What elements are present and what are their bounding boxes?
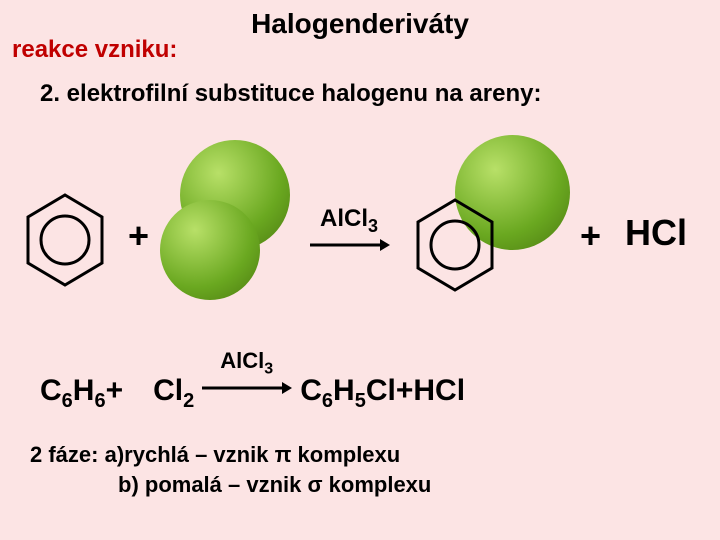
reaction-diagram-1: + AlCl3 + HCl	[20, 150, 700, 330]
cl2-molecule	[160, 140, 280, 280]
section-heading: 2. elektrofilní substituce halogenu na a…	[40, 80, 541, 108]
catalyst-label-2: AlCl3	[220, 348, 273, 378]
chlorobenzene-molecule	[410, 140, 530, 280]
catalyst-label-1: AlCl3	[320, 205, 378, 237]
cl2: Cl2	[153, 374, 194, 413]
c6h6: C6H6	[40, 374, 106, 413]
plus-1: +	[128, 215, 149, 257]
hcl-product-2: HCl	[413, 374, 465, 408]
subtitle: reakce vzniku:	[12, 36, 177, 64]
reaction-equation-2: C6H6 + Cl2 AlCl3 C6H5Cl + HCl	[40, 370, 680, 420]
phases-text: 2 fáze: a)rychlá – vznik π komplexu b) p…	[30, 440, 431, 499]
benzene-reactant	[20, 190, 110, 290]
hcl-product-1: HCl	[625, 212, 687, 254]
plus-2: +	[580, 215, 601, 257]
reaction-arrow-2: AlCl3	[202, 370, 292, 400]
page-title: Halogenderiváty	[251, 8, 469, 40]
op-plus-1: +	[106, 374, 124, 408]
c6h5cl: C6H5Cl	[300, 374, 396, 413]
reaction-arrow-1	[310, 235, 390, 265]
op-plus-2: +	[396, 374, 414, 408]
